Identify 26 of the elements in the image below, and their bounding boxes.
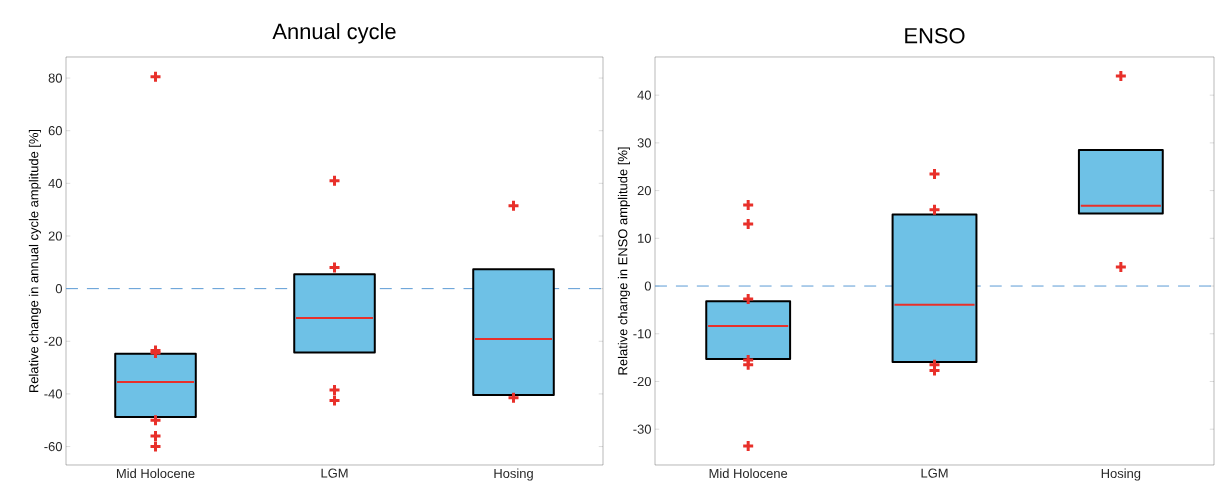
y-tick-label: -40: [44, 389, 62, 399]
x-tick-label: LGM: [921, 468, 948, 478]
chart-title: ENSO: [905, 27, 965, 44]
x-tick-label: Hosing: [1101, 468, 1141, 481]
y-tick-label: -60: [44, 441, 62, 452]
y-tick-label: 30: [637, 138, 651, 148]
y-tick-label: 20: [637, 186, 651, 196]
y-tick-label: -20: [633, 376, 651, 387]
chart-title: Annual cycle: [272, 23, 396, 44]
y-tick-label: 20: [48, 231, 62, 241]
y-tick-label: 40: [637, 90, 651, 100]
y-tick-label: 80: [48, 73, 62, 83]
x-tick-label: Hosing: [494, 468, 533, 481]
y-tick-label: 60: [48, 126, 62, 136]
y-tick-label: 40: [48, 178, 62, 188]
y-tick-label: 0: [644, 281, 651, 291]
y-tick-label: -10: [633, 329, 651, 339]
y-tick-label: -20: [44, 336, 62, 346]
x-tick-label: Mid Holocene: [116, 468, 195, 479]
y-tick-label: 10: [638, 233, 651, 243]
y-axis-title: Relative change in annual cycle amplitude [%]: [28, 129, 41, 393]
y-axis-title: Relative change in ENSO amplitude [%]: [617, 147, 630, 375]
x-tick-label: LGM: [321, 468, 348, 478]
x-tick-label: Mid Holocene: [709, 468, 788, 479]
y-tick-label: 0: [55, 284, 62, 294]
y-tick-label: -30: [633, 424, 651, 434]
